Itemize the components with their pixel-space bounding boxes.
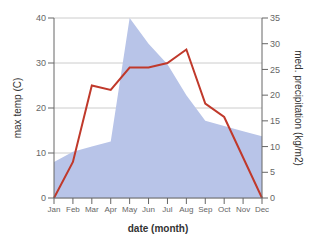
svg-text:20: 20	[36, 103, 46, 113]
svg-text:Nov: Nov	[236, 205, 250, 214]
svg-text:35: 35	[270, 13, 280, 23]
svg-text:Oct: Oct	[218, 205, 231, 214]
svg-text:20: 20	[270, 90, 280, 100]
svg-text:med. precipitation (kg/m2): med. precipitation (kg/m2)	[293, 50, 304, 166]
svg-text:10: 10	[36, 148, 46, 158]
svg-text:Jun: Jun	[142, 205, 155, 214]
svg-text:Dec: Dec	[255, 205, 269, 214]
svg-text:max temp (C): max temp (C)	[12, 78, 23, 139]
svg-text:Sep: Sep	[198, 205, 213, 214]
svg-text:30: 30	[36, 58, 46, 68]
svg-text:Aug: Aug	[179, 205, 193, 214]
svg-text:Mar: Mar	[85, 205, 99, 214]
svg-text:30: 30	[270, 39, 280, 49]
svg-text:10: 10	[270, 142, 280, 152]
svg-text:May: May	[122, 205, 137, 214]
svg-text:40: 40	[36, 13, 46, 23]
svg-text:Feb: Feb	[66, 205, 80, 214]
svg-text:date (month): date (month)	[128, 223, 189, 234]
svg-text:5: 5	[270, 167, 275, 177]
svg-text:0: 0	[270, 193, 275, 203]
svg-text:15: 15	[270, 116, 280, 126]
svg-text:Jul: Jul	[162, 205, 172, 214]
svg-text:25: 25	[270, 65, 280, 75]
svg-text:Apr: Apr	[105, 205, 118, 214]
svg-text:Jan: Jan	[48, 205, 61, 214]
svg-text:0: 0	[41, 193, 46, 203]
